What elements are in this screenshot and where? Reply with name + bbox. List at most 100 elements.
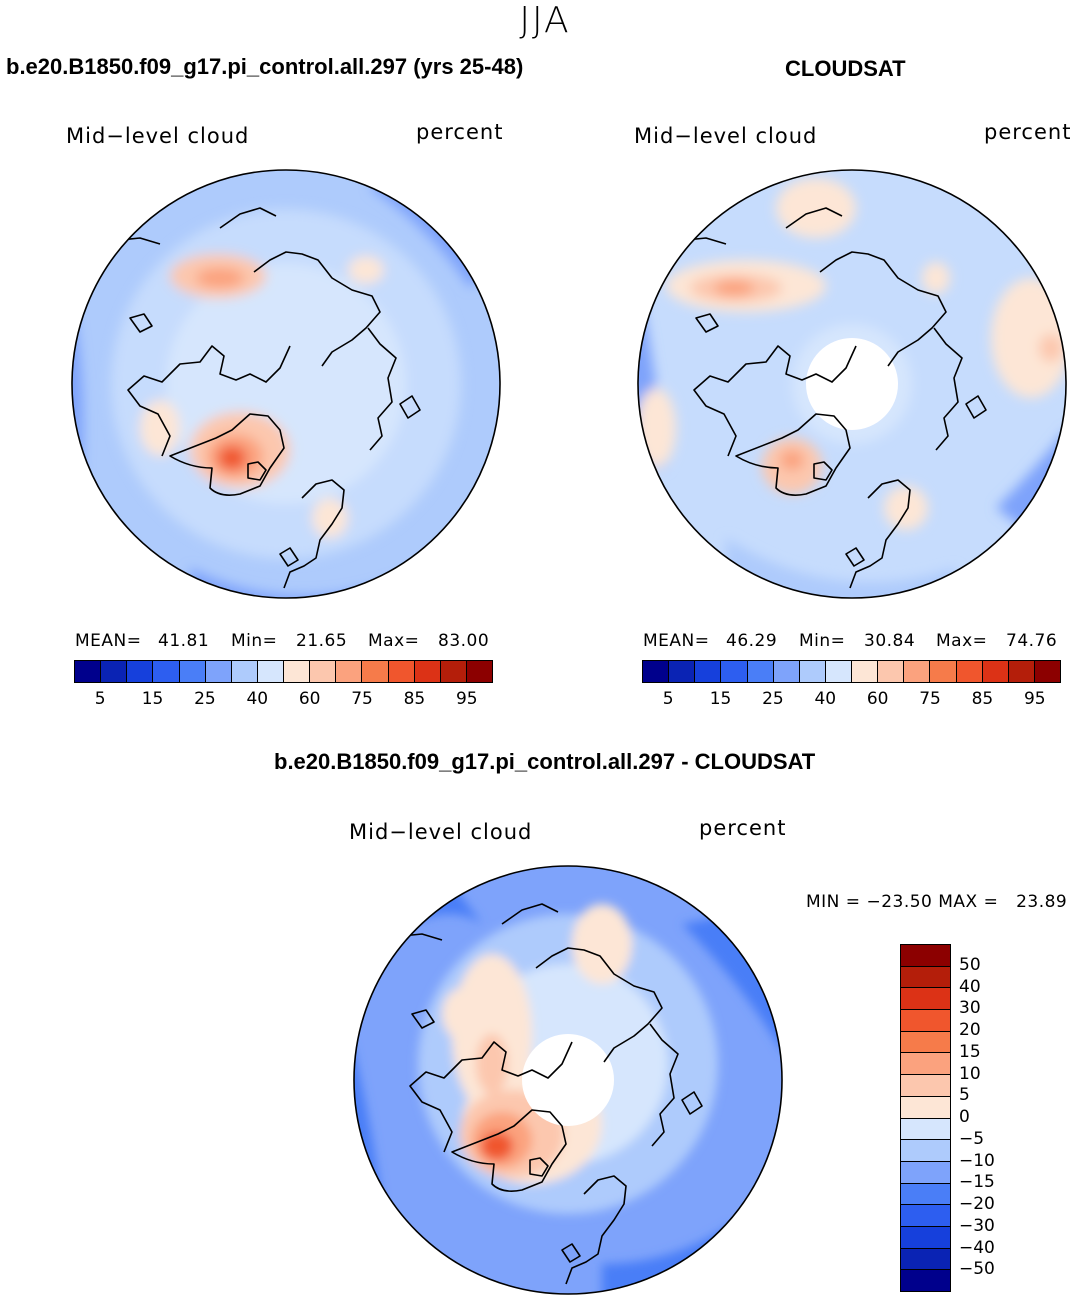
- colorbar-tick-label: 40: [814, 689, 837, 709]
- colorbar-tick-label: −10: [959, 1150, 995, 1171]
- colorbar-swatch: [901, 1248, 950, 1271]
- colorbar-swatch: [1008, 661, 1035, 682]
- colorbar-tick-label: 15: [959, 1041, 981, 1062]
- colorbar-swatch: [669, 661, 696, 682]
- left-colorbar: [74, 660, 493, 683]
- colorbar-swatch: [930, 661, 957, 682]
- colorbar-swatch: [127, 661, 154, 682]
- left-max-label: Max=: [368, 631, 420, 651]
- colorbar-tick-label: 95: [1023, 689, 1046, 709]
- colorbar-tick-label: −40: [959, 1237, 995, 1258]
- colorbar-tick-label: 15: [709, 689, 732, 709]
- colorbar-swatch: [362, 661, 389, 682]
- season-title: JJA: [519, 0, 571, 41]
- colorbar-swatch: [901, 1140, 950, 1162]
- left-units-label: percent: [416, 120, 504, 144]
- colorbar-swatch: [440, 661, 467, 682]
- colorbar-swatch: [799, 661, 826, 682]
- colorbar-tick-label: 40: [246, 689, 269, 709]
- colorbar-swatch: [901, 945, 950, 967]
- colorbar-tick-label: 95: [455, 689, 478, 709]
- colorbar-swatch: [643, 661, 670, 682]
- left-polar-map: [71, 169, 501, 599]
- colorbar-tick-label: −15: [959, 1172, 995, 1193]
- colorbar-tick-label: 75: [919, 689, 941, 709]
- colorbar-swatch: [901, 1118, 950, 1141]
- colorbar-swatch: [901, 988, 950, 1011]
- right-mean-value: 46.29: [726, 631, 778, 651]
- colorbar-tick-label: 0: [959, 1107, 970, 1127]
- left-max-value: 83.00: [438, 631, 490, 651]
- diff-polar-map: [353, 865, 783, 1295]
- colorbar-swatch: [1034, 661, 1060, 682]
- colorbar-swatch: [901, 1183, 950, 1206]
- colorbar-swatch: [414, 661, 441, 682]
- colorbar-swatch: [901, 1010, 950, 1032]
- colorbar-swatch: [773, 661, 800, 682]
- right-panel-title: CLOUDSAT: [785, 56, 906, 81]
- right-min-value: 30.84: [864, 631, 916, 651]
- left-mean-value: 41.81: [158, 631, 210, 651]
- colorbar-swatch: [231, 661, 258, 682]
- colorbar-tick-label: 60: [298, 689, 321, 709]
- left-min-label: Min=: [231, 631, 278, 651]
- colorbar-swatch: [901, 1205, 950, 1227]
- colorbar-tick-label: −30: [959, 1215, 995, 1236]
- colorbar-swatch: [205, 661, 232, 682]
- diff-colorbar: [900, 944, 951, 1292]
- colorbar-swatch: [852, 661, 879, 682]
- left-variable-label: Mid−level cloud: [66, 124, 250, 148]
- colorbar-tick-label: 10: [959, 1063, 981, 1084]
- colorbar-tick-label: −50: [959, 1259, 995, 1280]
- colorbar-swatch: [179, 661, 206, 682]
- colorbar-tick-label: 40: [959, 976, 981, 997]
- colorbar-swatch: [257, 661, 284, 682]
- right-min-label: Min=: [799, 631, 846, 651]
- colorbar-swatch: [747, 661, 774, 682]
- colorbar-swatch: [901, 1096, 950, 1119]
- diff-units-label: percent: [699, 816, 787, 840]
- colorbar-tick-label: −5: [959, 1128, 985, 1149]
- right-max-label: Max=: [936, 631, 988, 651]
- diff-variable-label: Mid−level cloud: [349, 820, 533, 844]
- right-units-label: percent: [984, 120, 1072, 144]
- colorbar-swatch: [310, 661, 337, 682]
- colorbar-swatch: [982, 661, 1009, 682]
- colorbar-tick-label: 20: [959, 1020, 981, 1040]
- colorbar-tick-label: 50: [959, 954, 981, 975]
- colorbar-tick-label: 5: [94, 689, 106, 709]
- colorbar-tick-label: 60: [866, 689, 889, 709]
- colorbar-tick-label: 5: [662, 689, 674, 709]
- colorbar-swatch: [388, 661, 415, 682]
- left-mean-label: MEAN=: [75, 631, 142, 651]
- left-panel-title: b.e20.B1850.f09_g17.pi_control.all.297 (…: [6, 54, 524, 79]
- colorbar-tick-label: 85: [403, 689, 426, 709]
- left-min-value: 21.65: [296, 631, 348, 651]
- diff-minmax-text: MIN = −23.50 MAX = 23.89: [806, 892, 1068, 912]
- colorbar-swatch: [901, 966, 950, 989]
- colorbar-swatch: [878, 661, 905, 682]
- right-mean-label: MEAN=: [643, 631, 710, 651]
- right-polar-map: [637, 169, 1067, 599]
- colorbar-swatch: [336, 661, 363, 682]
- colorbar-swatch: [904, 661, 931, 682]
- colorbar-swatch: [901, 1031, 950, 1054]
- colorbar-swatch: [466, 661, 492, 682]
- colorbar-swatch: [101, 661, 128, 682]
- colorbar-tick-label: 25: [762, 689, 784, 709]
- colorbar-tick-label: 30: [959, 998, 981, 1019]
- colorbar-swatch: [153, 661, 180, 682]
- colorbar-tick-label: 25: [194, 689, 216, 709]
- right-colorbar: [642, 660, 1061, 683]
- colorbar-swatch: [284, 661, 311, 682]
- colorbar-swatch: [75, 661, 102, 682]
- colorbar-tick-label: −20: [959, 1194, 995, 1214]
- colorbar-tick-label: 85: [971, 689, 994, 709]
- colorbar-swatch: [901, 1270, 950, 1291]
- right-variable-label: Mid−level cloud: [634, 124, 818, 148]
- colorbar-swatch: [721, 661, 748, 682]
- colorbar-swatch: [901, 1226, 950, 1249]
- colorbar-tick-label: 75: [351, 689, 373, 709]
- colorbar-swatch: [901, 1075, 950, 1097]
- colorbar-swatch: [695, 661, 722, 682]
